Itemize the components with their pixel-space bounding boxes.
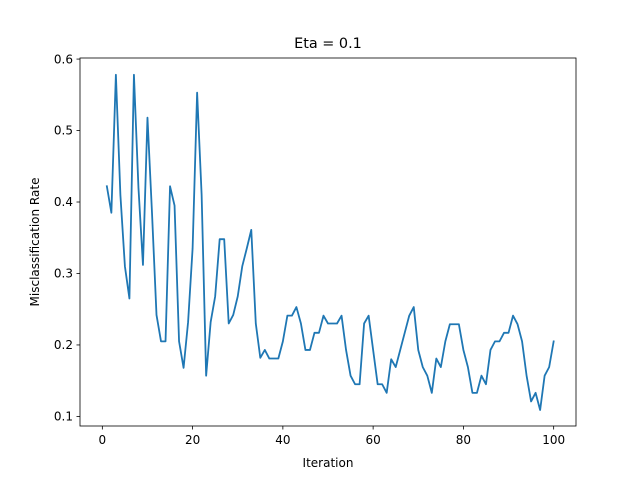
x-tick-label: 80 xyxy=(456,433,471,447)
x-tick-label: 20 xyxy=(185,433,200,447)
x-tick-label: 100 xyxy=(542,433,565,447)
y-tick-label: 0.6 xyxy=(54,52,73,66)
y-tick-label: 0.5 xyxy=(54,124,73,138)
y-tick-label: 0.1 xyxy=(54,410,73,424)
chart-title: Eta = 0.1 xyxy=(294,36,362,52)
x-axis-label: Iteration xyxy=(303,456,354,470)
series-line xyxy=(105,73,555,411)
axes-frame xyxy=(79,57,577,427)
x-axis-ticks: 0 20 40 60 80 100 xyxy=(99,426,565,447)
plot-area xyxy=(79,57,577,427)
y-tick-label: 0.3 xyxy=(54,267,73,281)
y-tick-label: 0.4 xyxy=(54,195,73,209)
y-tick-label: 0.2 xyxy=(54,338,73,352)
y-axis-label: Misclassification Rate xyxy=(28,178,42,307)
x-tick-label: 60 xyxy=(365,433,380,447)
x-tick-label: 0 xyxy=(99,433,107,447)
x-tick-label: 40 xyxy=(275,433,290,447)
y-axis-ticks: 0.1 0.2 0.3 0.4 0.5 0.6 xyxy=(54,52,80,424)
